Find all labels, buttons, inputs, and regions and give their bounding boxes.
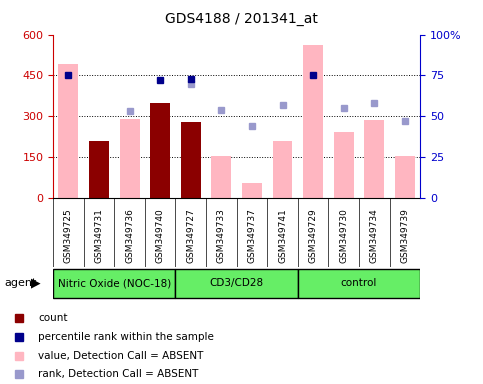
Text: agent: agent: [5, 278, 37, 288]
Bar: [242, 183, 262, 198]
Text: GSM349725: GSM349725: [64, 208, 73, 263]
Text: GSM349741: GSM349741: [278, 208, 287, 263]
Bar: [89, 141, 109, 198]
Bar: [298, 268, 420, 298]
Bar: [181, 122, 201, 198]
Text: control: control: [341, 278, 377, 288]
Text: count: count: [38, 313, 68, 323]
Bar: [334, 132, 354, 198]
Bar: [395, 156, 415, 198]
Text: GSM349730: GSM349730: [339, 208, 348, 263]
Bar: [175, 268, 298, 298]
Text: ▶: ▶: [31, 277, 41, 290]
Text: GSM349734: GSM349734: [370, 208, 379, 263]
Text: GSM349729: GSM349729: [309, 208, 318, 263]
Bar: [212, 156, 231, 198]
Text: GSM349739: GSM349739: [400, 208, 410, 263]
Bar: [120, 119, 140, 198]
Bar: [303, 45, 323, 198]
Bar: [364, 120, 384, 198]
Bar: [58, 65, 78, 198]
Text: Nitric Oxide (NOC-18): Nitric Oxide (NOC-18): [57, 278, 171, 288]
Text: GSM349731: GSM349731: [95, 208, 103, 263]
Text: GSM349736: GSM349736: [125, 208, 134, 263]
Bar: [272, 141, 293, 198]
Text: GSM349740: GSM349740: [156, 208, 165, 263]
Text: GDS4188 / 201341_at: GDS4188 / 201341_at: [165, 12, 318, 25]
Text: GSM349733: GSM349733: [217, 208, 226, 263]
Text: GSM349727: GSM349727: [186, 208, 195, 263]
Text: percentile rank within the sample: percentile rank within the sample: [38, 332, 214, 342]
Bar: [150, 103, 170, 198]
Text: CD3/CD28: CD3/CD28: [210, 278, 264, 288]
Text: rank, Detection Call = ABSENT: rank, Detection Call = ABSENT: [38, 369, 199, 379]
Bar: [53, 268, 175, 298]
Text: GSM349737: GSM349737: [247, 208, 256, 263]
Text: value, Detection Call = ABSENT: value, Detection Call = ABSENT: [38, 351, 204, 361]
